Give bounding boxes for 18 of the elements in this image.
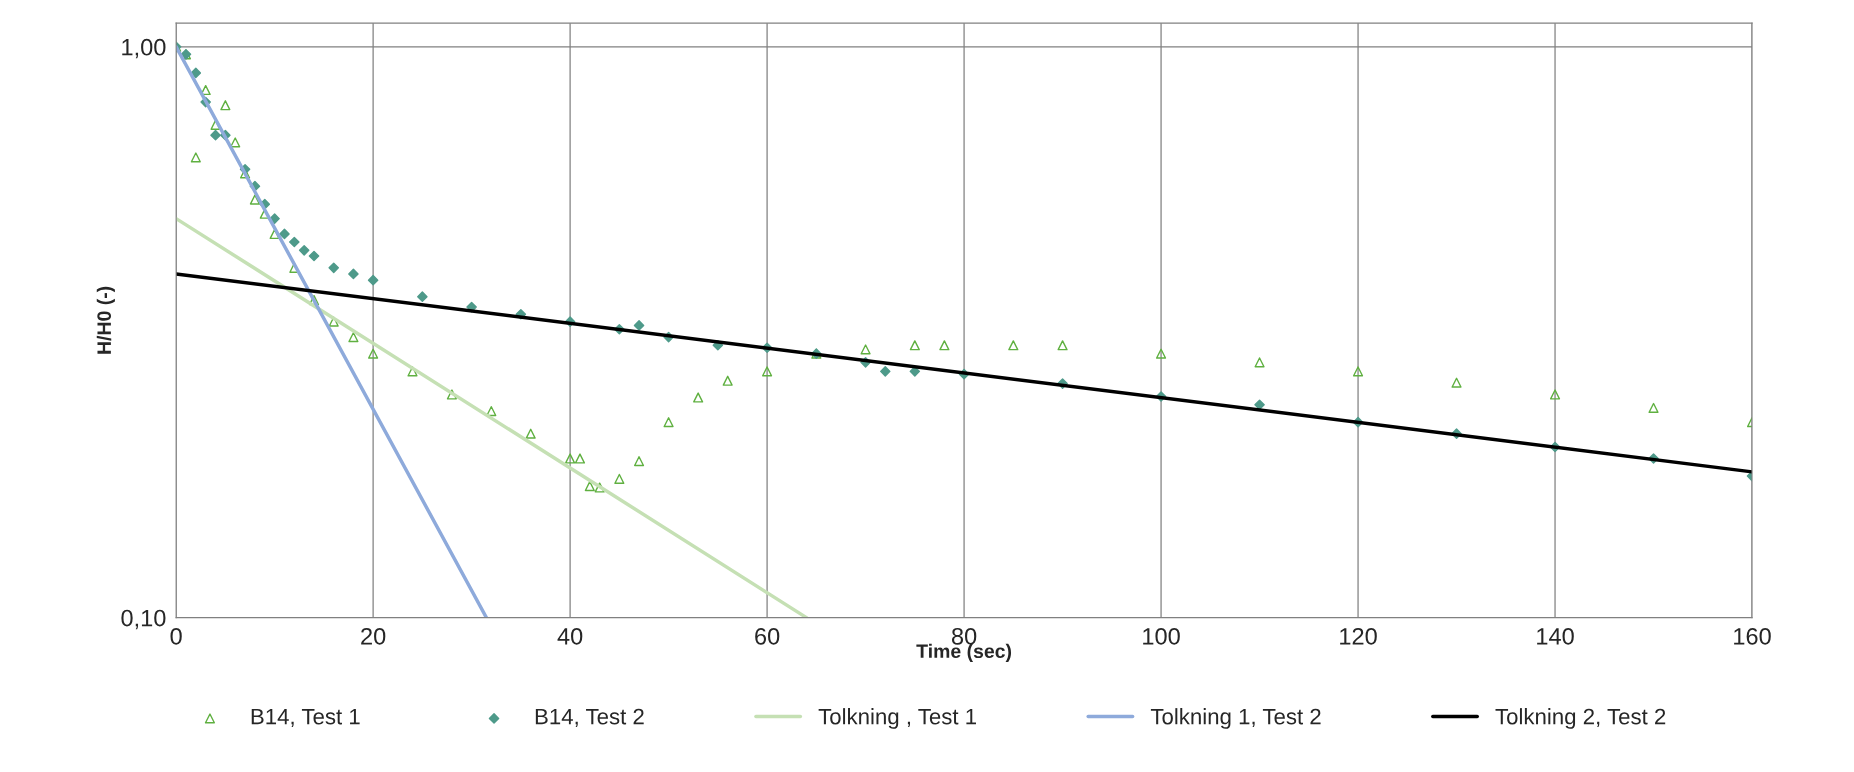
x-tick-label: 100 <box>1143 627 1180 645</box>
y-tick-label: 0,10 <box>121 609 166 630</box>
legend-label: B14, Test 1 <box>251 708 360 728</box>
legend-label: B14, Test 2 <box>535 708 644 728</box>
x-tick-label: 20 <box>361 627 386 645</box>
x-tick-label: 0 <box>170 627 182 645</box>
y-axis-title: H/H0 (-) <box>96 286 115 354</box>
y-tick-label: 1,00 <box>122 38 166 59</box>
x-tick-label: 60 <box>755 627 780 645</box>
legend-label: Tolkning , Test 1 <box>818 708 976 729</box>
legend-label: Tolkning 2, Test 2 <box>1495 708 1666 729</box>
legend-label: Tolkning 1, Test 2 <box>1150 708 1321 729</box>
x-tick-label: 120 <box>1340 627 1377 645</box>
x-axis-title: Time (sec) <box>916 643 1012 662</box>
x-tick-label: 160 <box>1734 627 1771 645</box>
x-tick-label: 40 <box>557 627 583 645</box>
x-tick-label: 80 <box>951 627 977 645</box>
x-tick-label: 140 <box>1537 627 1574 645</box>
